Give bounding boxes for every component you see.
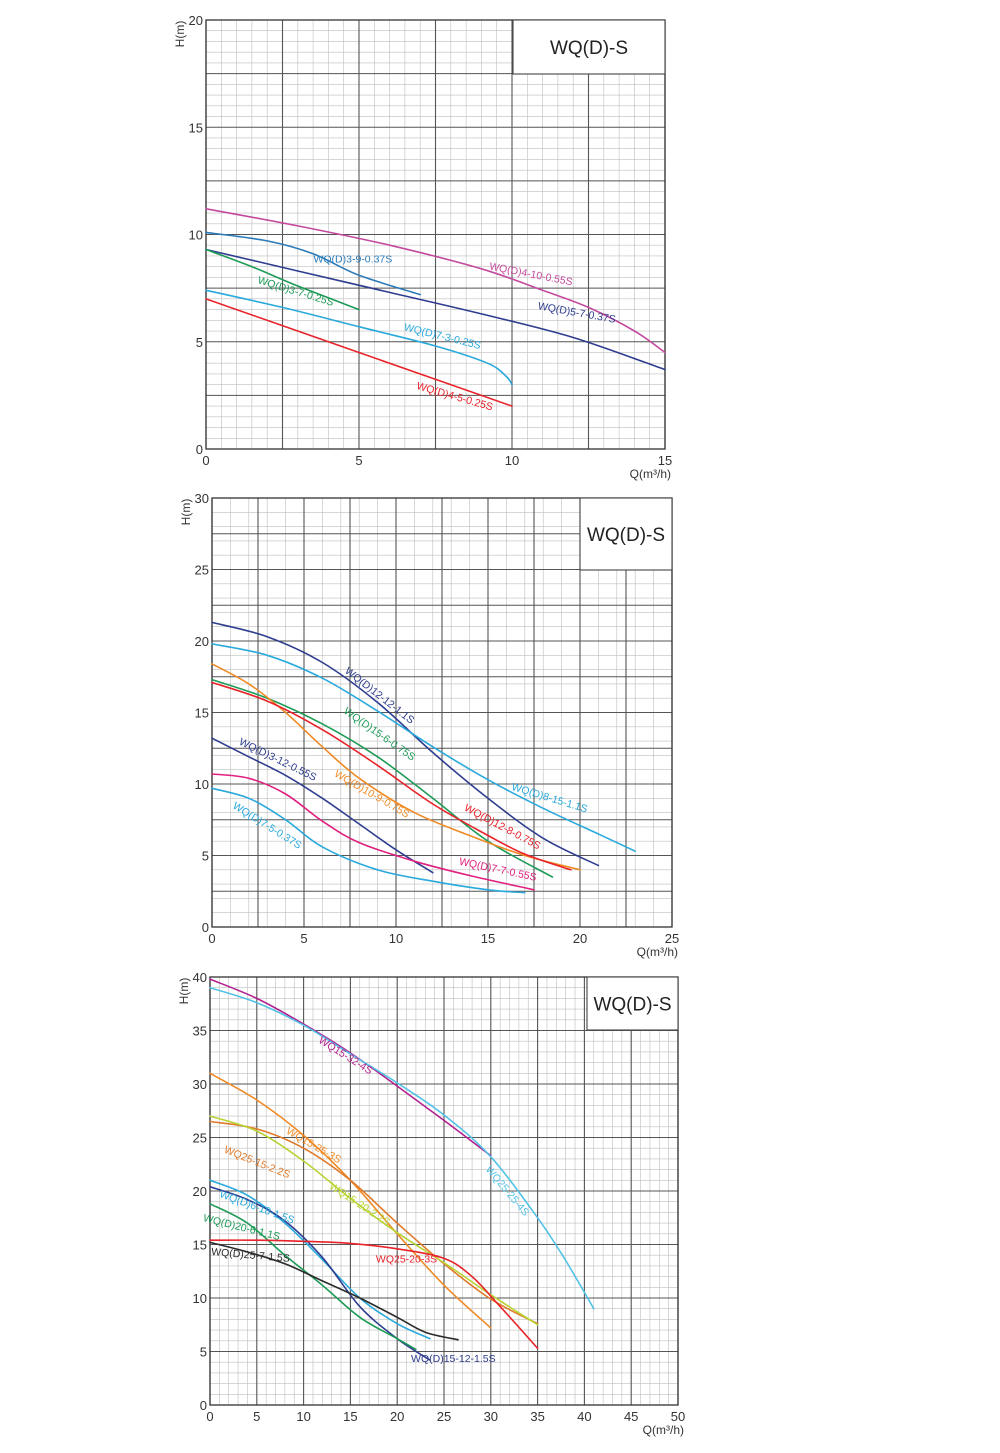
series-label: WQ(D)7-7-0.55S [458, 856, 538, 884]
series-line [209, 1179, 431, 1340]
y-tick-label: 30 [193, 1077, 207, 1092]
series-line [205, 248, 666, 371]
y-tick-label: 35 [193, 1024, 207, 1039]
series-label: WQ(D)4-5-0.25S [415, 380, 494, 413]
title-box [512, 19, 666, 75]
series-line [211, 643, 636, 852]
title-box [586, 976, 679, 1031]
series-line [209, 1120, 539, 1325]
x-tick-label: 45 [624, 1409, 638, 1424]
series-label: WQ(D)3-9-0.37S [313, 253, 392, 265]
y-tick-label: 40 [193, 970, 207, 985]
y-tick-label: 20 [195, 634, 209, 649]
chart-title: WQ(D)-S [550, 38, 628, 59]
x-tick-label: 25 [665, 931, 679, 946]
y-tick-label: 15 [193, 1238, 207, 1253]
y-tick-label: 10 [193, 1291, 207, 1306]
series-line [205, 208, 666, 354]
x-tick-label: 10 [389, 931, 403, 946]
y-axis-label: H(m) [179, 499, 193, 526]
x-tick-label: 15 [343, 1409, 357, 1424]
x-tick-label: 20 [390, 1409, 404, 1424]
series-line [211, 773, 535, 891]
series-label: WQ(D)4-10-0.55S [488, 260, 573, 288]
y-tick-label: 30 [195, 491, 209, 506]
x-tick-label: 0 [208, 931, 215, 946]
series-label: WQ(D)3-12-0.55S [237, 736, 318, 784]
series-line [205, 298, 513, 407]
y-tick-label: 25 [195, 563, 209, 578]
y-tick-label: 10 [195, 777, 209, 792]
chart-title: WQ(D)-S [587, 525, 665, 546]
series-line [209, 978, 492, 1157]
y-tick-label: 25 [193, 1131, 207, 1146]
x-tick-label: 15 [658, 453, 672, 468]
x-axis-label: Q(m³/h) [643, 1423, 684, 1437]
chart-3: WQ(D)-S 0 5 10 15 20 25 30 35 40 45 50 0 5 10 15 20 25 30 3… [177, 970, 685, 1437]
x-tick-label: 30 [484, 1409, 498, 1424]
x-tick-label: 10 [296, 1409, 310, 1424]
series-line [211, 663, 581, 871]
series-label: WQ(D)5-7-0.37S [537, 300, 617, 325]
plot-frame [209, 976, 679, 1406]
x-tick-label: 0 [206, 1409, 213, 1424]
series-line [211, 681, 572, 871]
series-line [211, 787, 526, 894]
series-line [209, 1239, 539, 1350]
y-axis-label: H(m) [177, 978, 191, 1005]
y-tick-label: 20 [189, 13, 203, 28]
series-line [205, 248, 360, 311]
x-tick-label: 25 [437, 1409, 451, 1424]
x-tick-label: 0 [202, 453, 209, 468]
y-tick-label: 0 [196, 442, 203, 457]
x-tick-label: 10 [505, 453, 519, 468]
series-line [205, 231, 421, 296]
y-tick-label: 10 [189, 228, 203, 243]
title-box [579, 497, 673, 571]
x-tick-label: 35 [530, 1409, 544, 1424]
y-tick-label: 20 [193, 1184, 207, 1199]
x-tick-label: 20 [573, 931, 587, 946]
x-tick-label: 5 [300, 931, 307, 946]
x-axis-label: Q(m³/h) [630, 467, 671, 481]
series-line [211, 737, 434, 874]
series-line [209, 1241, 459, 1341]
y-tick-label: 5 [200, 1345, 207, 1360]
series-label: WQ(D)15-12-1.5S [411, 1353, 496, 1365]
series-line [209, 986, 595, 1310]
chart-2: WQ(D)-S 0 5 10 15 20 25 0 5 10 15 20 25 30 Q(m³/h) H(m)… [179, 491, 679, 959]
plot-frame [205, 19, 666, 450]
series-label: WQ15-32-4S [316, 1034, 374, 1077]
y-tick-label: 5 [196, 335, 203, 350]
series-label: WQ15-25-3S [284, 1125, 343, 1166]
chart-1: WQ(D)-S 0 5 10 15 0 5 10 15 20 Q(m³/h) H(m) WQ(D)4-1… [173, 13, 672, 481]
y-tick-label: 15 [189, 120, 203, 135]
x-axis-label: Q(m³/h) [637, 945, 678, 959]
y-tick-label: 0 [200, 1398, 207, 1413]
chart-title: WQ(D)-S [593, 995, 671, 1016]
series-line [209, 1203, 417, 1351]
y-tick-label: 15 [195, 706, 209, 721]
x-tick-label: 5 [355, 453, 362, 468]
x-tick-label: 15 [481, 931, 495, 946]
y-tick-label: 0 [202, 920, 209, 935]
y-axis-label: H(m) [173, 21, 187, 48]
x-tick-label: 40 [577, 1409, 591, 1424]
series-label: WQ25-20-3S [376, 1254, 437, 1266]
y-tick-label: 5 [202, 849, 209, 864]
x-tick-label: 50 [671, 1409, 685, 1424]
plot-frame [211, 497, 673, 928]
x-tick-label: 5 [253, 1409, 260, 1424]
series-line [205, 289, 513, 386]
